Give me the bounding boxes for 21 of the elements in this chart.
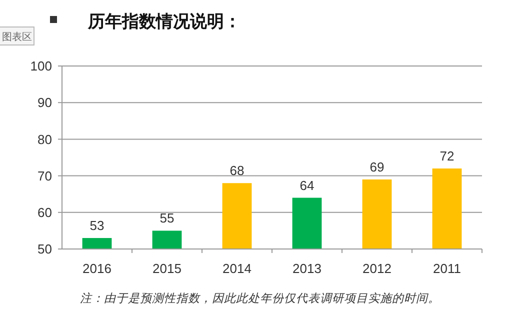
y-tick-label: 50 [38, 242, 52, 257]
x-tick-label: 2014 [222, 261, 252, 276]
data-label: 72 [440, 148, 454, 164]
data-label: 68 [230, 163, 244, 178]
data-label: 53 [90, 218, 104, 234]
data-label: 69 [370, 159, 384, 174]
y-tick-label: 80 [38, 132, 52, 147]
y-tick-label: 100 [30, 58, 52, 74]
text: 注：由于是预测性指数，因此此处年份仅代表调研项目实施的时间。 [80, 292, 440, 305]
x-tick-label: 2015 [152, 261, 182, 276]
x-tick-label: 2012 [362, 261, 392, 276]
y-tick-label: 70 [38, 168, 52, 184]
x-tick-label: 2016 [82, 261, 112, 276]
x-tick-label: 2013 [292, 261, 322, 276]
data-label: 55 [160, 210, 174, 226]
text: 图表区 [2, 31, 32, 43]
x-tick-label: 2011 [433, 261, 461, 276]
y-tick-label: 60 [38, 204, 52, 220]
data-label: 64 [300, 178, 314, 193]
chart-title: 历年指数情况说明： [87, 12, 241, 31]
y-tick-label: 90 [38, 95, 52, 110]
